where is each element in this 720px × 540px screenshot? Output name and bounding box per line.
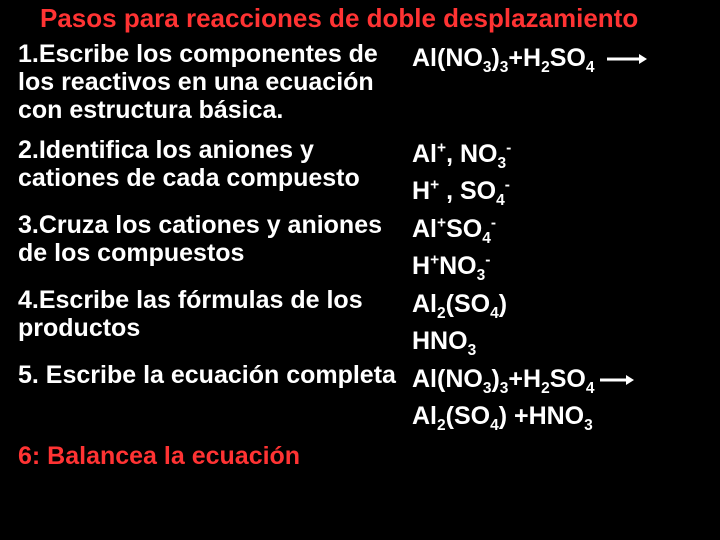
step-row-4: 4.Escribe las fórmulas de los productos … <box>18 286 702 361</box>
step-4-text: 4.Escribe las fórmulas de los productos <box>18 286 398 342</box>
step-row-3: 3.Cruza los cationes y aniones de los co… <box>18 211 702 286</box>
step-3-text: 3.Cruza los cationes y aniones de los co… <box>18 211 398 267</box>
arrow-icon <box>600 374 634 386</box>
step-2-text: 2.Identifica los aniones y cationes de c… <box>18 136 398 192</box>
step-row-2: 2.Identifica los aniones y cationes de c… <box>18 136 702 211</box>
cross-3b: H+NO3- <box>412 248 702 286</box>
cross-3a: Al+SO4- <box>412 211 702 249</box>
step-row-5: 5. Escribe la ecuación completa Al(NO3)3… <box>18 361 702 436</box>
step-5-text: 5. Escribe la ecuación completa <box>18 361 398 389</box>
ions-2b: H+ , SO4- <box>412 173 702 211</box>
full-eq-5a: Al(NO3)3+H2SO4 <box>412 361 702 399</box>
slide-title: Pasos para reacciones de doble desplazam… <box>18 4 702 34</box>
step-6-text: 6: Balancea la ecuación <box>18 442 702 471</box>
step-row-1: 1.Escribe los componentes de los reactiv… <box>18 40 702 136</box>
arrow-icon <box>607 53 647 65</box>
full-eq-5b: Al2(SO4) +HNO3 <box>412 398 702 436</box>
step-1-text: 1.Escribe los componentes de los reactiv… <box>18 40 398 124</box>
slide: Pasos para reacciones de doble desplazam… <box>0 0 720 540</box>
product-4b: HNO3 <box>412 323 702 361</box>
ions-2a: Al+, NO3- <box>412 136 702 174</box>
equation-1: Al(NO3)3+H2SO4 <box>412 40 702 78</box>
product-4a: Al2(SO4) <box>412 286 702 324</box>
